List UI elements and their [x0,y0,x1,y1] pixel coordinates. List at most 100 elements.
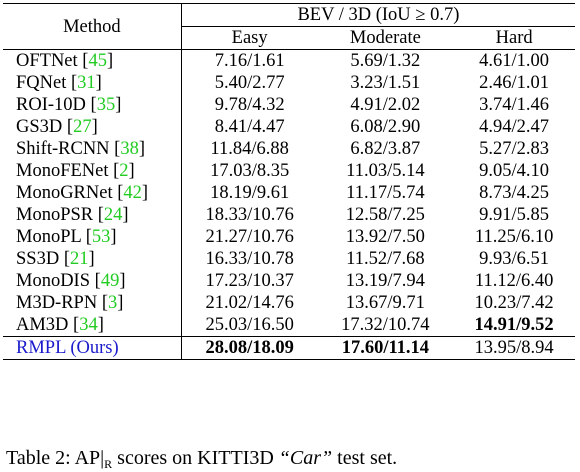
caption-suffix: test set. [332,447,398,469]
table-body: OFTNet [45] 7.16/1.61 5.69/1.32 4.61/1.00 FQ… [3,49,575,360]
header-method: Method [3,3,182,50]
method-name: SS3D [16,249,60,269]
citation-link[interactable]: 53 [91,227,111,247]
citation-link[interactable]: 2 [119,161,129,181]
table-row: MonoGRNet [42] 18.19/9.61 11.17/5.74 8.73/4… [3,182,575,204]
value-hard: 3.74/1.46 [479,95,550,115]
value-moderate: 4.91/2.02 [350,95,421,115]
value-easy: 25.03/16.50 [205,315,294,335]
value-easy: 21.02/14.76 [205,293,294,313]
value-easy: 9.78/4.32 [214,95,285,115]
method-name: MonoFENet [16,161,109,181]
header-easy: Easy [231,28,268,48]
value-hard: 9.05/4.10 [479,161,550,181]
method-name: MonoGRNet [16,183,113,203]
results-table: Method BEV / 3D (IoU ≥ 0.7) Easy Moderat… [3,3,575,360]
value-hard: 11.12/6.40 [474,271,554,291]
value-moderate: 3.23/1.51 [350,73,421,93]
value-moderate: 17.32/10.74 [341,315,430,335]
table-row: SS3D [21] 16.33/10.78 11.52/7.68 9.93/6.51 [3,248,575,270]
table-row: MonoPSR [24] 18.33/10.76 12.58/7.25 9.91/5.… [3,204,575,226]
citation-link[interactable]: 45 [88,51,107,71]
value-hard: 14.91/9.52 [474,315,554,335]
method-cell: FQNet [31] [3,72,182,94]
header-row-2: Easy Moderate Hard [3,27,575,50]
method-cell: Shift-RCNN [38] [3,138,182,160]
method-cell: MonoFENet [2] [3,160,182,182]
citation-link[interactable]: 34 [79,315,98,335]
citation-link[interactable]: 49 [100,271,120,291]
value-easy: 17.23/10.37 [205,271,294,291]
value-hard: 5.27/2.83 [479,139,550,159]
citation-link[interactable]: 3 [108,293,118,313]
method-name: ROI-10D [16,95,86,115]
value-ours-moderate: 17.60/11.14 [317,336,454,360]
value-moderate: 6.08/2.90 [350,117,421,137]
caption-emph: “Car” [278,447,333,469]
value-ours-easy: 28.08/18.09 [181,336,318,360]
method-cell: ROI-10D [35] [3,94,182,116]
value-hard: 9.93/6.51 [479,249,550,269]
value-hard: 9.91/5.85 [479,205,550,225]
value-moderate: 13.67/9.71 [345,293,425,313]
citation-link[interactable]: 24 [103,205,123,225]
value-easy: 5.40/2.77 [214,73,285,93]
results-table-container: Method BEV / 3D (IoU ≥ 0.7) Easy Moderat… [3,3,575,360]
value-moderate: 11.17/5.74 [346,183,425,203]
header-hard: Hard [495,28,533,48]
value-hard: 4.61/1.00 [453,49,575,72]
value-hard: 4.94/2.47 [479,117,550,137]
header-moderate: Moderate [349,28,421,48]
citation-link[interactable]: 31 [77,73,96,93]
method-cell: SS3D [21] [3,248,182,270]
value-hard: 11.25/6.10 [474,227,554,247]
table-row: ROI-10D [35] 9.78/4.32 4.91/2.02 3.74/1.46 [3,94,575,116]
citation-link[interactable]: 38 [120,139,139,159]
table-row: GS3D [27] 8.41/4.47 6.08/2.90 4.94/2.47 [3,116,575,138]
value-easy: 18.33/10.76 [205,205,294,225]
header-row-1: Method BEV / 3D (IoU ≥ 0.7) [3,3,575,50]
citation-link[interactable]: 35 [96,95,116,115]
method-cell: MonoDIS [49] [3,270,182,292]
value-easy: 21.27/10.76 [205,227,294,247]
header-bev-3d: BEV / 3D (IoU ≥ 0.7) [181,3,575,27]
method-name: AM3D [16,315,69,335]
value-easy: 7.16/1.61 [181,49,318,72]
value-moderate: 13.92/7.50 [345,227,425,247]
table-row: AM3D [34] 25.03/16.50 17.32/10.74 14.91/9.5… [3,314,575,337]
value-easy: 17.03/8.35 [210,161,290,181]
table-row: MonoPL [53] 21.27/10.76 13.92/7.50 11.25/6.… [3,226,575,248]
method-name: MonoPL [16,227,82,247]
citation-link[interactable]: 27 [73,117,92,137]
value-moderate: 12.58/7.25 [345,205,425,225]
table-row: OFTNet [45] 7.16/1.61 5.69/1.32 4.61/1.00 [3,49,575,72]
method-cell: GS3D [27] [3,116,182,138]
table-row: Shift-RCNN [38] 11.84/6.88 6.82/3.87 5.27/2… [3,138,575,160]
value-moderate: 11.03/5.14 [346,161,425,181]
caption-subscript: R [104,457,113,471]
method-name: FQNet [16,73,67,93]
method-cell: AM3D [34] [3,314,182,337]
value-easy: 8.41/4.47 [214,117,285,137]
table-row: MonoDIS [49] 17.23/10.37 13.19/7.94 11.12/6… [3,270,575,292]
method-cell: MonoGRNet [42] [3,182,182,204]
method-cell: OFTNet [45] [3,49,182,72]
value-moderate: 13.19/7.94 [345,271,425,291]
citation-link[interactable]: 21 [70,249,89,269]
citation-link[interactable]: 42 [123,183,142,203]
method-name: Shift-RCNN [16,139,110,159]
table-row: MonoFENet [2] 17.03/8.35 11.03/5.14 9.05/4.… [3,160,575,182]
value-moderate: 11.52/7.68 [346,249,425,269]
method-name: M3D-RPN [16,293,98,313]
method-cell: MonoPSR [24] [3,204,182,226]
value-hard: 8.73/4.25 [479,183,550,203]
value-ours-hard: 13.95/8.94 [453,336,575,360]
method-cell: M3D-RPN [3] [3,292,182,314]
caption-prefix: Table 2: AP| [6,447,105,469]
table-row: FQNet [31] 5.40/2.77 3.23/1.51 2.46/1.01 [3,72,575,94]
value-hard: 10.23/7.42 [474,293,554,313]
method-name: OFTNet [16,51,78,71]
table-row-ours: RMPL (Ours) 28.08/18.09 17.60/11.14 13.95/8… [3,336,575,360]
method-name: GS3D [16,117,63,137]
value-easy: 16.33/10.78 [205,249,294,269]
